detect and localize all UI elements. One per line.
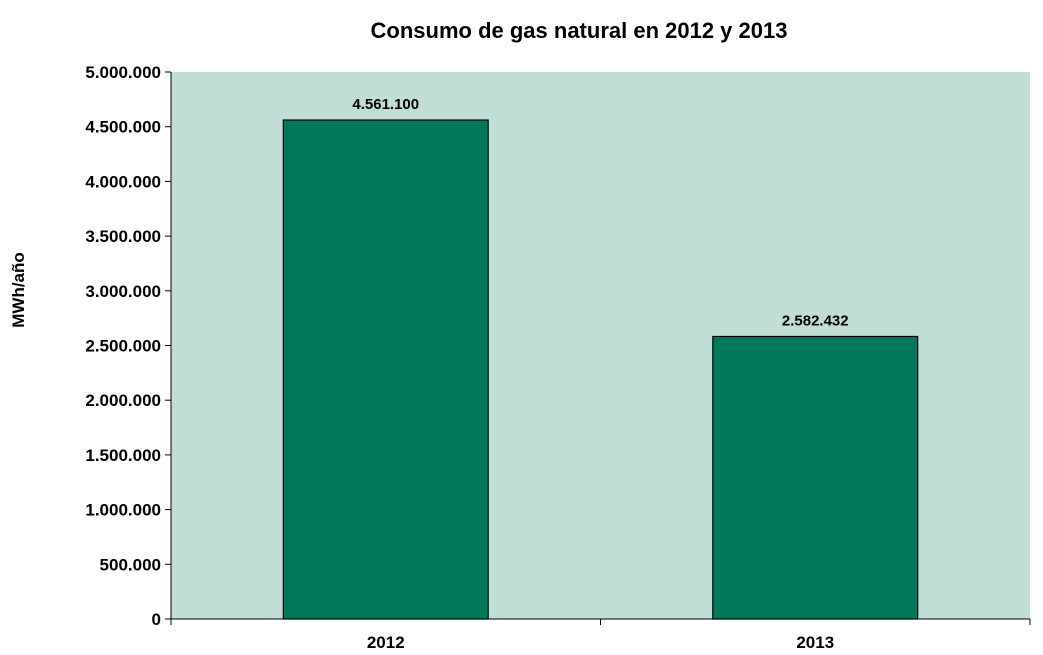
y-tick-label: 4.500.000 [85,118,161,137]
y-tick-label: 2.000.000 [85,391,161,410]
y-axis-label: MWh/año [9,252,28,328]
data-label-2013: 2.582.432 [782,312,849,329]
bar-2013 [712,335,919,620]
y-tick-label: 500.000 [100,555,161,574]
y-tick-label: 1.500.000 [85,446,161,465]
bar-2012 [282,119,489,620]
x-tick-label: 2012 [367,633,405,652]
x-tick-label: 2013 [796,633,834,652]
y-tick-label: 0 [152,610,161,629]
data-labels-group: 4.561.100 2.582.432 [352,96,848,329]
y-tick-label: 1.000.000 [85,501,161,520]
y-tick-label: 5.000.000 [85,63,161,82]
y-tick-label: 2.500.000 [85,337,161,356]
data-label-2012: 4.561.100 [352,96,419,113]
chart-title: Consumo de gas natural en 2012 y 2013 [371,18,788,43]
y-tick-label: 3.500.000 [85,227,161,246]
x-axis-ticks: 2012 2013 [170,619,1031,652]
bars-group [282,119,919,620]
y-tick-label: 3.000.000 [85,282,161,301]
y-axis-ticks: 0 500.000 1.000.000 1.500.000 2.000.000 2.500… [85,63,171,629]
y-tick-label: 4.000.000 [85,172,161,191]
